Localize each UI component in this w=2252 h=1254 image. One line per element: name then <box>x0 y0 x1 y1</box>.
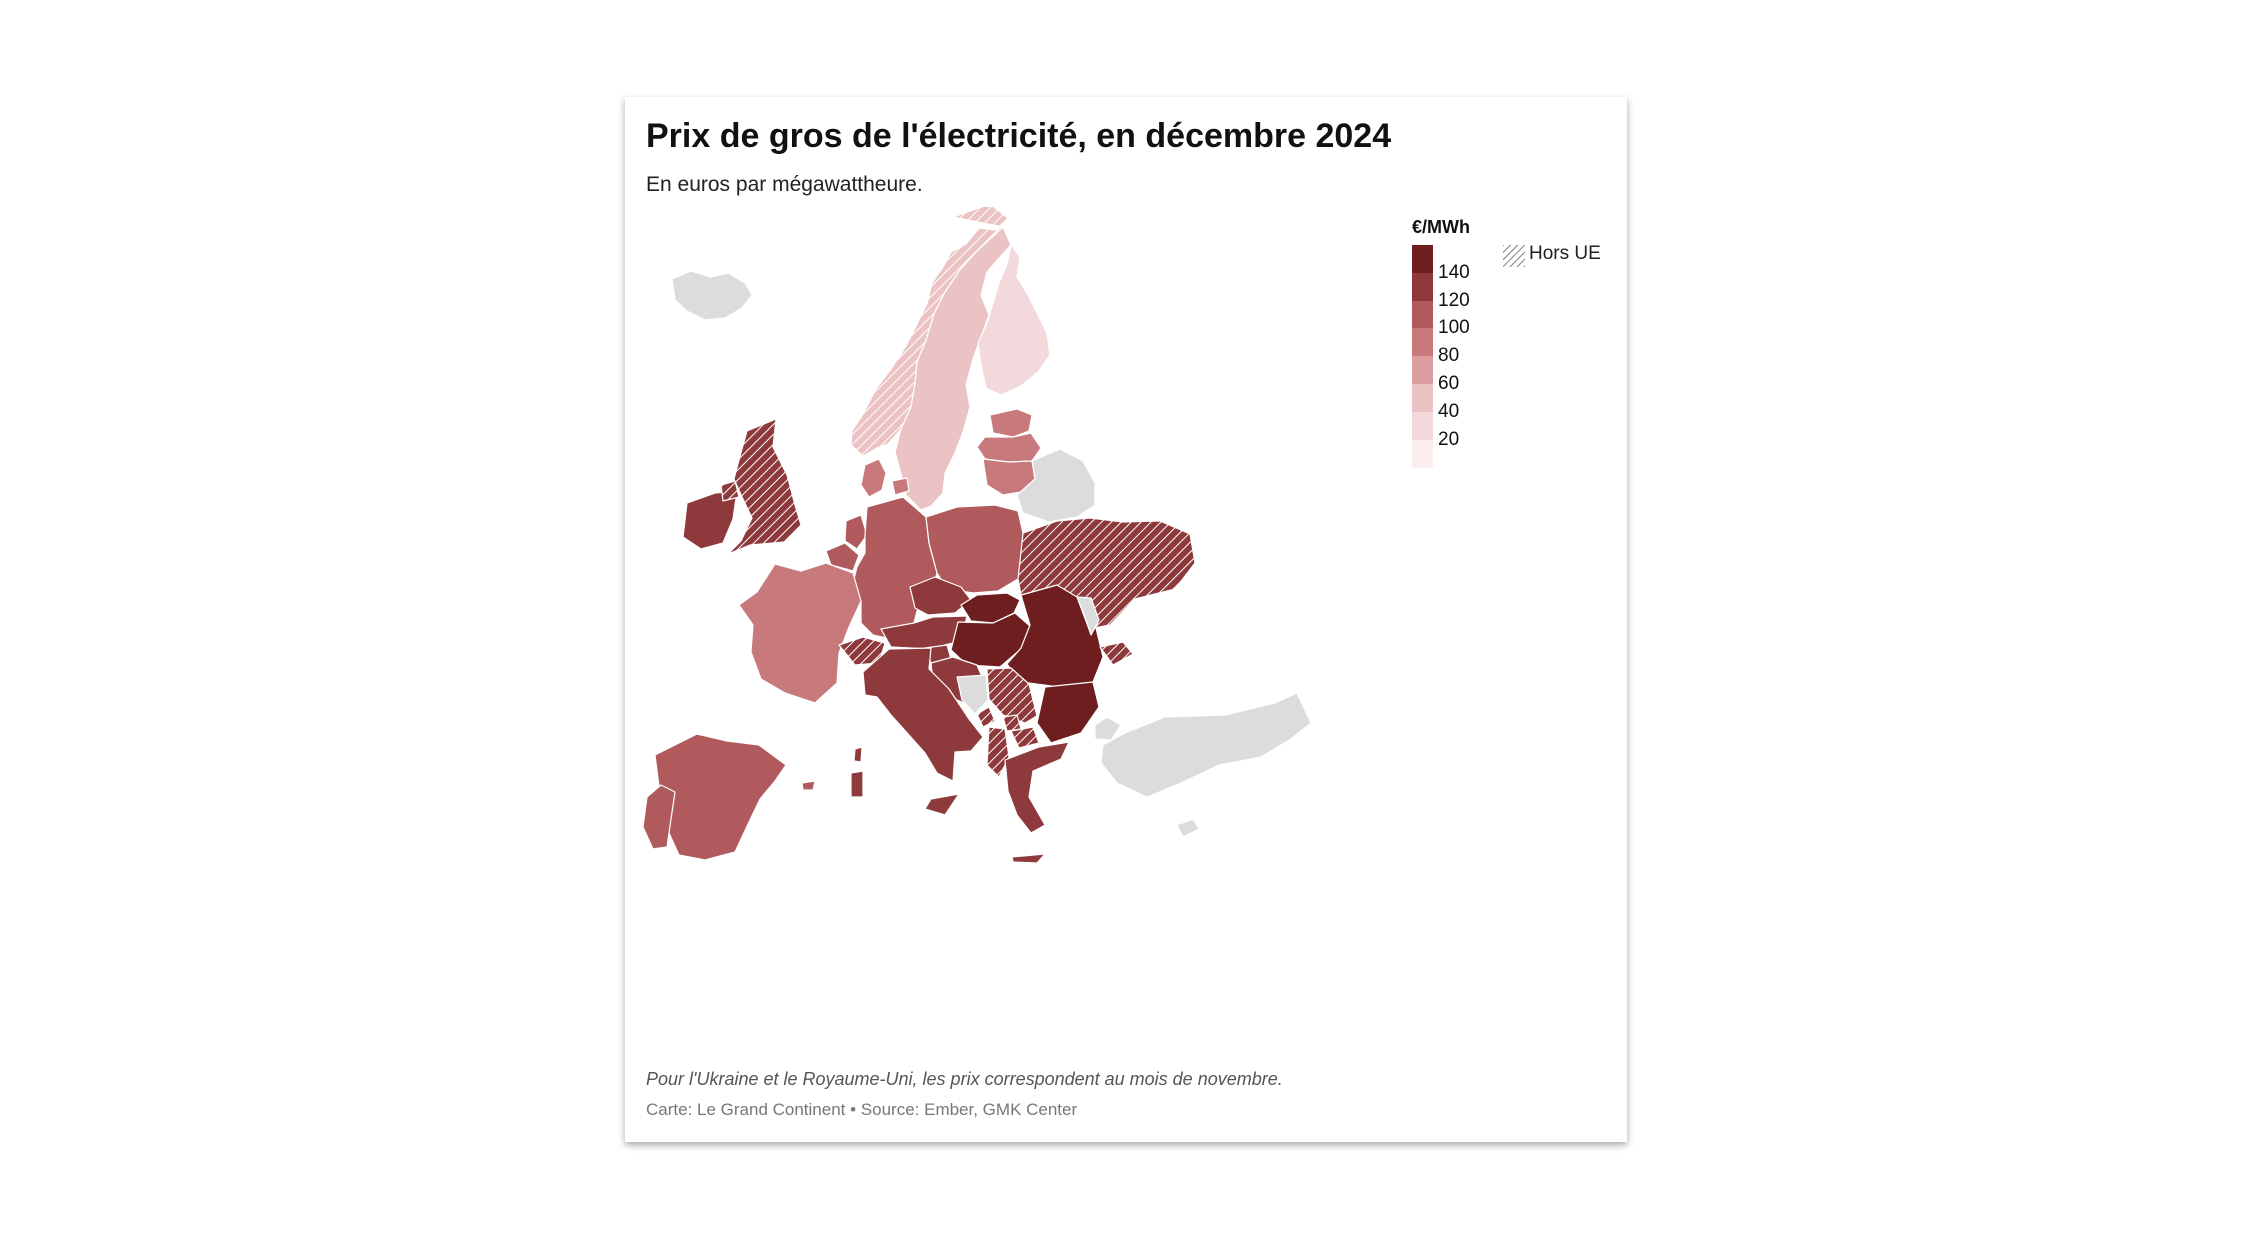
country-shape <box>894 226 1012 511</box>
country-albania <box>986 726 1010 778</box>
country-kosovo <box>1002 714 1022 732</box>
legend: €/MWh 140 120 100 80 60 40 20 Hors UE <box>1412 217 1612 547</box>
country-shape <box>671 270 753 321</box>
country-portugal <box>642 784 676 850</box>
map-card: Prix de gros de l'électricité, en décemb… <box>625 97 1627 1142</box>
non-eu-hatch <box>977 707 995 727</box>
country-greece <box>1004 741 1070 864</box>
non-eu-hatch <box>1011 727 1039 748</box>
country-shape <box>850 647 984 816</box>
legend-tick-label: 40 <box>1438 400 1460 422</box>
country-north-macedonia <box>1010 726 1040 749</box>
country-moldova <box>1076 596 1100 636</box>
legend-unit: €/MWh <box>1412 217 1470 237</box>
country-denmark <box>860 458 910 498</box>
non-eu-hatch <box>721 419 801 554</box>
legend-swatch <box>1412 356 1433 385</box>
country-belgium <box>825 542 860 572</box>
legend-swatch <box>1412 384 1433 413</box>
country-netherlands <box>844 514 868 550</box>
chart-subtitle: En euros par mégawattheure. <box>646 173 923 196</box>
country-sweden <box>894 226 1012 511</box>
non-eu-hatch <box>1018 518 1195 665</box>
non-eu-hatch <box>987 727 1009 777</box>
country-slovakia <box>960 592 1021 624</box>
legend-tick-label: 120 <box>1438 289 1470 311</box>
country-shape <box>654 733 816 861</box>
country-bosnia-and-herzegovina <box>956 674 989 715</box>
country-united-kingdom <box>720 418 802 555</box>
country-spain <box>654 733 816 861</box>
legend-swatch <box>1412 411 1433 441</box>
country-france <box>738 562 862 704</box>
country-shape <box>682 490 738 550</box>
legend-tick-label: 100 <box>1438 317 1470 339</box>
legend-tick-label: 60 <box>1438 373 1460 394</box>
chart-title: Prix de gros de l'électricité, en décemb… <box>646 117 1392 155</box>
country-shape <box>989 408 1033 438</box>
country-shape <box>977 244 1051 396</box>
legend-tick-label: 140 <box>1438 261 1470 283</box>
country-cyprus <box>1176 818 1200 838</box>
country-shape <box>956 674 989 715</box>
non-eu-hatch <box>1003 715 1021 731</box>
legend-hatch-label: Hors UE <box>1529 243 1601 264</box>
country-shape <box>844 514 868 550</box>
country-shape <box>852 496 938 640</box>
legend-tick-label: 80 <box>1438 345 1460 367</box>
country-montenegro <box>976 706 996 728</box>
legend-swatch <box>1412 245 1433 274</box>
country-iceland <box>671 270 753 321</box>
country-estonia <box>989 408 1033 438</box>
country-ireland <box>682 490 738 550</box>
country-shape <box>1016 448 1096 523</box>
non-eu-hatch <box>839 637 885 665</box>
country-shape <box>960 592 1021 624</box>
country-germany <box>852 496 938 640</box>
country-shape <box>1176 818 1200 838</box>
country-shape <box>825 542 860 572</box>
legend-swatch <box>1412 328 1433 357</box>
legend-swatch <box>1412 300 1433 329</box>
country-shape <box>1004 741 1070 864</box>
country-shape <box>1036 681 1100 744</box>
country-italy <box>850 647 984 816</box>
country-shape <box>860 458 910 498</box>
source-credit: Carte: Le Grand Continent • Source: Embe… <box>646 1100 1078 1119</box>
country-ukraine <box>1017 517 1196 666</box>
country-belarus <box>1016 448 1096 523</box>
europe-map <box>642 207 1312 864</box>
non-eu-hatch <box>987 668 1037 723</box>
legend-swatch <box>1412 272 1433 302</box>
country-shape <box>642 784 676 850</box>
non-eu-hatch <box>851 207 1008 456</box>
country-shape <box>1094 692 1312 798</box>
legend-tick-label: 20 <box>1438 428 1460 450</box>
country-finland <box>977 244 1051 396</box>
country-turkey <box>1094 692 1312 798</box>
country-shape <box>1076 596 1100 636</box>
country-bulgaria <box>1036 681 1100 744</box>
country-shape <box>976 432 1042 463</box>
country-latvia <box>976 432 1042 463</box>
footnote: Pour l'Ukraine et le Royaume-Uni, les pr… <box>646 1069 1283 1089</box>
country-shape <box>738 562 862 704</box>
legend-swatch <box>1412 439 1433 468</box>
country-switzerland <box>838 636 886 666</box>
hatch-swatch-icon <box>1503 245 1525 267</box>
country-serbia <box>986 667 1038 724</box>
